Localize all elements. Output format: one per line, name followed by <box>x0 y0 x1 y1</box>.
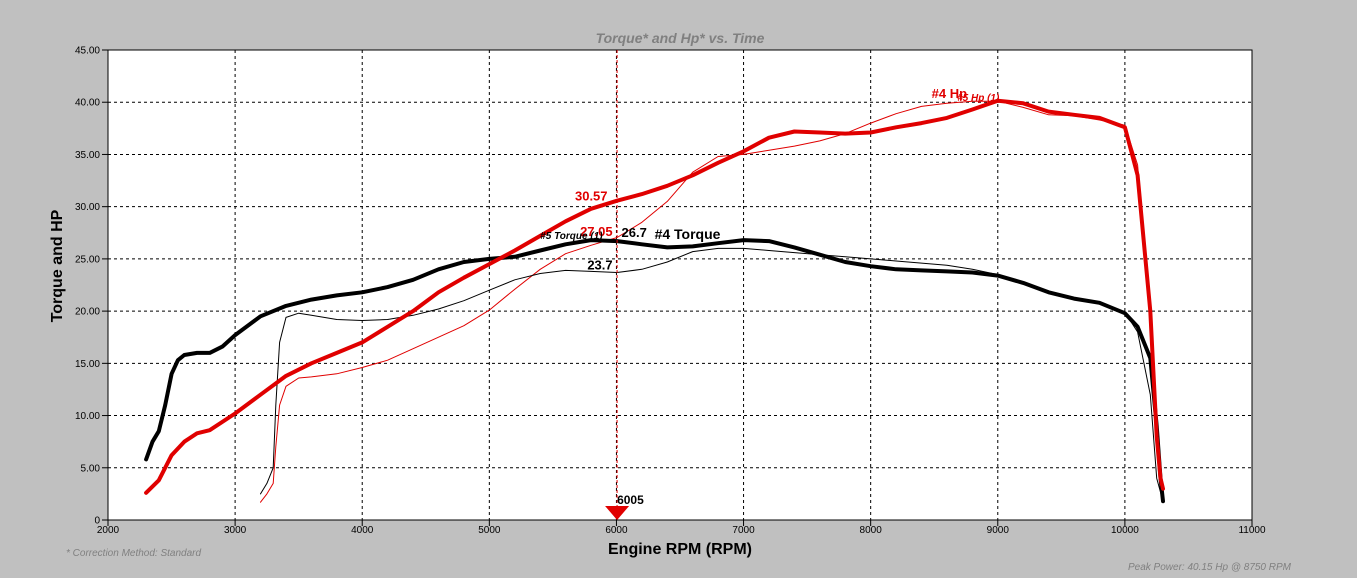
y-tick-label: 15.00 <box>75 359 100 370</box>
chart-title: Torque* and Hp* vs. Time <box>596 30 765 46</box>
annotation-label: 30.57 <box>575 188 608 203</box>
y-tick-label: 25.00 <box>75 254 100 265</box>
x-tick-label: 3000 <box>224 525 247 536</box>
annotation-label: #4 Torque <box>655 226 721 242</box>
x-tick-label: 5000 <box>478 525 501 536</box>
x-tick-label: 7000 <box>732 525 755 536</box>
x-tick-label: 6000 <box>605 525 628 536</box>
y-tick-label: 40.00 <box>75 98 100 109</box>
rpm-cursor[interactable]: 6005 <box>605 50 644 520</box>
y-tick-label: 5.00 <box>81 463 101 474</box>
annotation-label: #4 Hp <box>932 86 967 101</box>
peak-power-note: Peak Power: 40.15 Hp @ 8750 RPM <box>1128 562 1292 573</box>
annotations: 30.57 27.05 26.7 23.7 #4 Torque #5 Torque (1)… <box>540 86 1000 272</box>
y-tick-label: 10.00 <box>75 411 100 422</box>
annotation-label: #5 Hp (1) <box>957 93 1000 104</box>
annotation-label: #5 Torque (1) <box>540 231 603 242</box>
cursor-marker[interactable] <box>605 506 630 520</box>
y-axis-label: Torque and HP <box>49 209 66 322</box>
x-tick-label: 2000 <box>97 525 120 536</box>
x-tick-label: 8000 <box>860 525 883 536</box>
y-tick-label: 45.00 <box>75 46 100 57</box>
x-tick-label: 10000 <box>1111 525 1139 536</box>
x-tick-label: 11000 <box>1238 525 1266 536</box>
series-4-hp-line <box>144 98 1165 495</box>
x-axis-label: Engine RPM (RPM) <box>608 541 752 558</box>
x-tick-label: 9000 <box>987 525 1010 536</box>
plot-area <box>107 49 1253 521</box>
y-tick-label: 35.00 <box>75 150 100 161</box>
y-tick-label: 30.00 <box>75 202 100 213</box>
annotation-label: 27.05 <box>580 224 613 239</box>
x-tick-label: 4000 <box>351 525 374 536</box>
y-axis-ticks: 0 5.00 10.00 15.00 20.00 25.00 30.00 35.00 40.00… <box>75 46 108 527</box>
annotation-label: 23.7 <box>587 257 612 272</box>
y-tick-label: 0 <box>94 516 100 527</box>
grid <box>108 50 1252 520</box>
y-tick-label: 20.00 <box>75 307 100 318</box>
annotation-label: 26.7 <box>622 225 647 240</box>
cursor-label: 6005 <box>617 493 644 507</box>
correction-method-note: * Correction Method: Standard <box>66 548 202 559</box>
x-axis-ticks: 2000 3000 4000 5000 6000 7000 8000 9000 10000 110… <box>97 520 1266 536</box>
series-5-hp-1-line <box>260 100 1164 503</box>
